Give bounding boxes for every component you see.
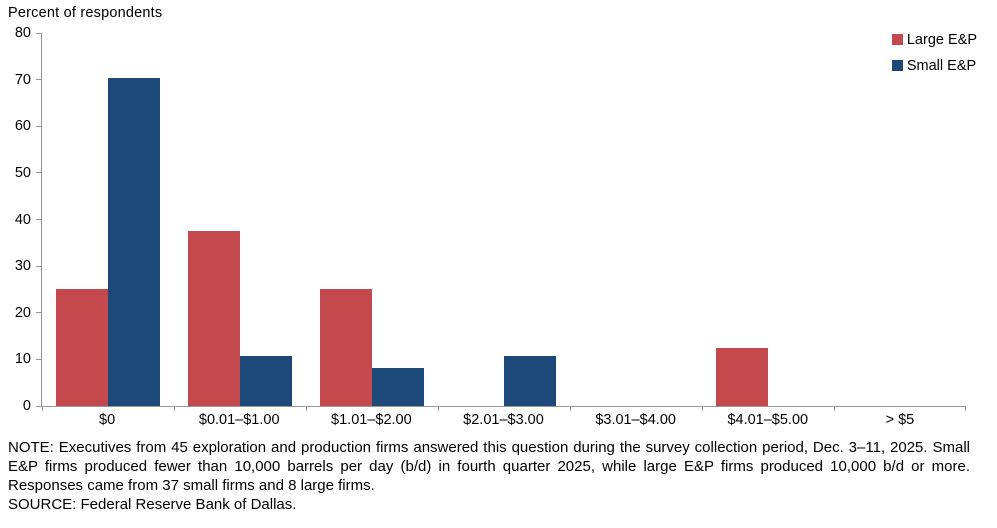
bar-group-2-01-3-00 bbox=[438, 33, 570, 406]
bar-small-e-p-0 bbox=[108, 78, 160, 406]
x-label-0: $0 bbox=[99, 412, 116, 428]
footnotes: NOTE: Executives from 45 exploration and… bbox=[8, 438, 970, 514]
x-axis-labels: $0 $0.01–$1.00 $1.01–$2.00 $2.01–$3.00 $3.01… bbox=[41, 412, 966, 428]
plot-area: 0 10 20 30 40 50 60 70 80 bbox=[15, 25, 966, 414]
source-text: SOURCE: Federal Reserve Bank of Dallas. bbox=[8, 496, 297, 513]
bar-small-e-p-2-01-3-00 bbox=[504, 355, 556, 406]
legend-swatch-icon bbox=[891, 60, 903, 71]
bar-group-1-01-2-00 bbox=[306, 33, 438, 406]
x-tick-6 bbox=[834, 406, 835, 411]
bar-large-e-p-1-01-2-00 bbox=[320, 289, 372, 406]
x-tick-1 bbox=[173, 406, 175, 411]
y-tick-label-10: 10 bbox=[14, 351, 31, 368]
y-tick-50 bbox=[36, 172, 42, 174]
x-tick-5 bbox=[702, 406, 703, 411]
y-tick-80 bbox=[36, 32, 42, 34]
y-tick-40 bbox=[36, 219, 42, 220]
x-label-5: > $5 bbox=[885, 412, 915, 428]
legend-item-large-e-p: Large E&P bbox=[891, 31, 977, 48]
y-tick-label-50: 50 bbox=[14, 164, 31, 181]
bar-group-5 bbox=[834, 33, 966, 406]
x-tick-7 bbox=[965, 406, 966, 411]
legend: Large E&P Small E&P bbox=[891, 31, 977, 83]
x-tick-2 bbox=[305, 406, 307, 411]
y-tick-60 bbox=[36, 125, 42, 127]
bar-group-4-01-5-00 bbox=[702, 33, 834, 406]
x-label-3-01-4-00: $3.01–$4.00 bbox=[595, 412, 676, 428]
y-tick-10 bbox=[36, 358, 42, 360]
legend-label-large-e-p: Large E&P bbox=[906, 31, 977, 48]
y-tick-0 bbox=[36, 405, 42, 407]
x-label-0-01-1-00: $0.01–$1.00 bbox=[198, 412, 280, 428]
y-tick-label-0: 0 bbox=[22, 398, 31, 414]
x-tick-4 bbox=[569, 406, 571, 411]
x-label-4-01-5-00: $4.01–$5.00 bbox=[727, 412, 809, 428]
bar-groups bbox=[42, 33, 966, 406]
legend-label-small-e-p: Small E&P bbox=[906, 57, 977, 74]
x-label-2-01-3-00: $2.01–$3.00 bbox=[463, 412, 544, 428]
chart-title: Percent of respondents bbox=[8, 5, 163, 21]
y-tick-label-30: 30 bbox=[14, 258, 31, 275]
bar-large-e-p-0 bbox=[56, 289, 108, 406]
x-tick-0 bbox=[42, 406, 43, 411]
bar-group-0-01-1-00 bbox=[174, 33, 306, 406]
legend-swatch-icon bbox=[891, 34, 903, 45]
y-tick-label-40: 40 bbox=[14, 211, 31, 228]
bar-small-e-p-0-01-1-00 bbox=[240, 355, 292, 406]
y-tick-30 bbox=[36, 265, 42, 267]
bar-group-0 bbox=[42, 33, 174, 406]
y-tick-label-20: 20 bbox=[14, 304, 31, 321]
x-label-1-01-2-00: $1.01–$2.00 bbox=[331, 412, 412, 428]
note-text: NOTE: Executives from 45 exploration and… bbox=[8, 439, 970, 494]
y-tick-70 bbox=[36, 79, 42, 81]
bar-group-3-01-4-00 bbox=[570, 33, 702, 406]
bar-small-e-p-1-01-2-00 bbox=[372, 368, 424, 406]
y-tick-label-80: 80 bbox=[14, 25, 31, 41]
bar-large-e-p-4-01-5-00 bbox=[716, 347, 768, 406]
legend-item-small-e-p: Small E&P bbox=[891, 57, 977, 74]
y-tick-label-60: 60 bbox=[14, 118, 31, 135]
y-tick-label-70: 70 bbox=[14, 71, 31, 88]
y-tick-20 bbox=[36, 312, 42, 314]
x-tick-3 bbox=[438, 406, 439, 411]
bar-large-e-p-0-01-1-00 bbox=[188, 231, 240, 406]
